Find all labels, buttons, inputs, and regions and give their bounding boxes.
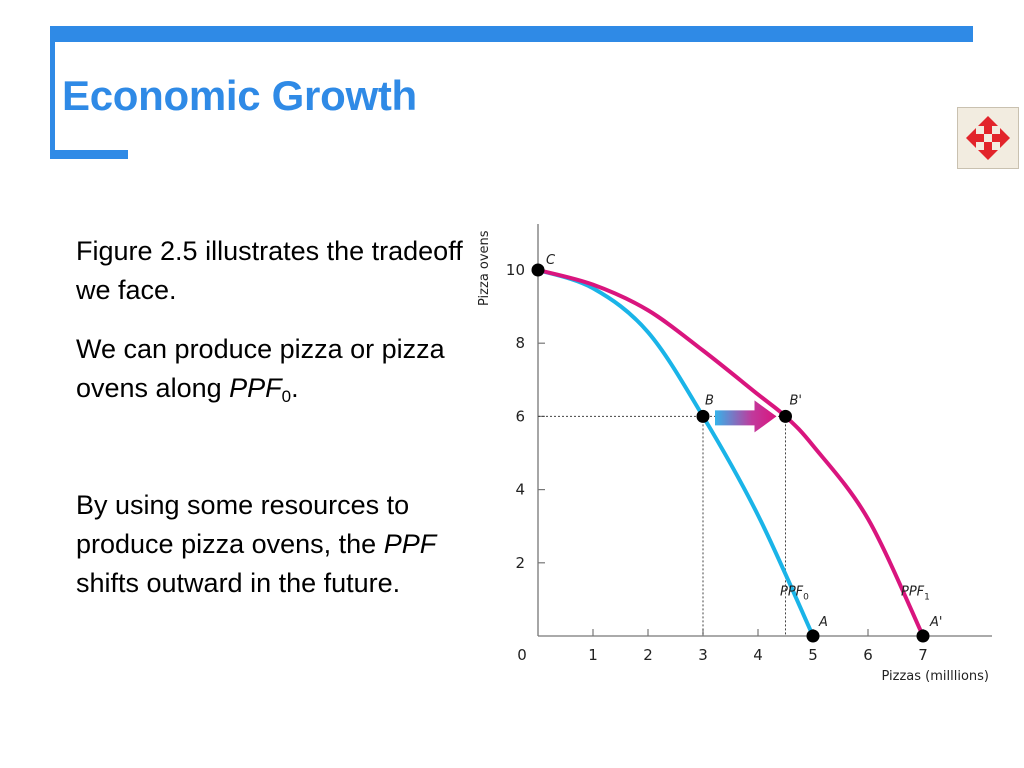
title-accent-bar-top — [50, 26, 973, 42]
y-axis-label: Pizza ovens — [477, 230, 492, 306]
y-tick-label: 8 — [515, 334, 525, 352]
point-c — [531, 263, 545, 277]
point-label: C — [546, 253, 556, 268]
y-tick-label: 10 — [506, 261, 525, 279]
x-tick-label: 2 — [643, 646, 653, 664]
point-b — [696, 409, 710, 423]
point-a — [806, 629, 820, 643]
ppf-term: PPF — [383, 529, 437, 559]
paragraph-produce-along-ppf: We can produce pizza or pizza ovens alon… — [76, 330, 466, 408]
four-way-arrow-icon — [966, 116, 1010, 160]
paragraph-text-end: shifts outward in the future. — [76, 568, 401, 598]
x-tick-label: 6 — [863, 646, 873, 664]
x-tick-label: 1 — [588, 646, 598, 664]
ppf-chart: 0 1 2 3 4 5 6 7 2 4 6 8 10 C B B' A A' PPF0 PPF1 Pizza o… — [477, 224, 992, 684]
series-label-ppf1: PPF1 — [901, 585, 930, 603]
point-label: A' — [929, 615, 942, 630]
y-tick-label: 4 — [515, 481, 525, 499]
x-tick-label: 0 — [517, 646, 527, 664]
x-tick-label: 7 — [918, 646, 928, 664]
navigation-button[interactable] — [957, 107, 1019, 169]
shift-arrow — [715, 400, 777, 433]
point-label: B' — [790, 393, 803, 408]
paragraph-text: We can produce pizza or pizza ovens alon… — [76, 334, 445, 403]
slide-title: Economic Growth — [62, 72, 417, 119]
ppf-term: PPF — [229, 373, 282, 403]
y-tick-label: 6 — [515, 407, 525, 425]
y-tick-label: 2 — [515, 554, 525, 572]
point-b-prime — [779, 409, 792, 423]
title-accent-bar-bottom — [50, 150, 128, 159]
paragraph-ppf-shift: By using some resources to produce pizza… — [76, 486, 466, 603]
paragraph-figure-intro: Figure 2.5 illustrates the tradeoff we f… — [76, 236, 463, 305]
point-label: B — [705, 393, 714, 408]
x-tick-label: 3 — [698, 646, 708, 664]
paragraph-text: By using some resources to produce pizza… — [76, 490, 410, 559]
point-a-prime — [916, 629, 930, 643]
series-line-ppf1 — [536, 268, 925, 638]
ppf-subscript: 0 — [281, 387, 292, 406]
series-label-ppf0: PPF0 — [780, 585, 809, 603]
point-label: A — [818, 615, 828, 630]
x-axis-label: Pizzas (milllions) — [881, 669, 989, 684]
x-tick-label: 5 — [808, 646, 818, 664]
x-tick-label: 4 — [753, 646, 763, 664]
title-accent-bar-left — [50, 26, 55, 159]
series-line-ppf0 — [536, 268, 815, 638]
paragraph-text-end: . — [291, 373, 299, 403]
